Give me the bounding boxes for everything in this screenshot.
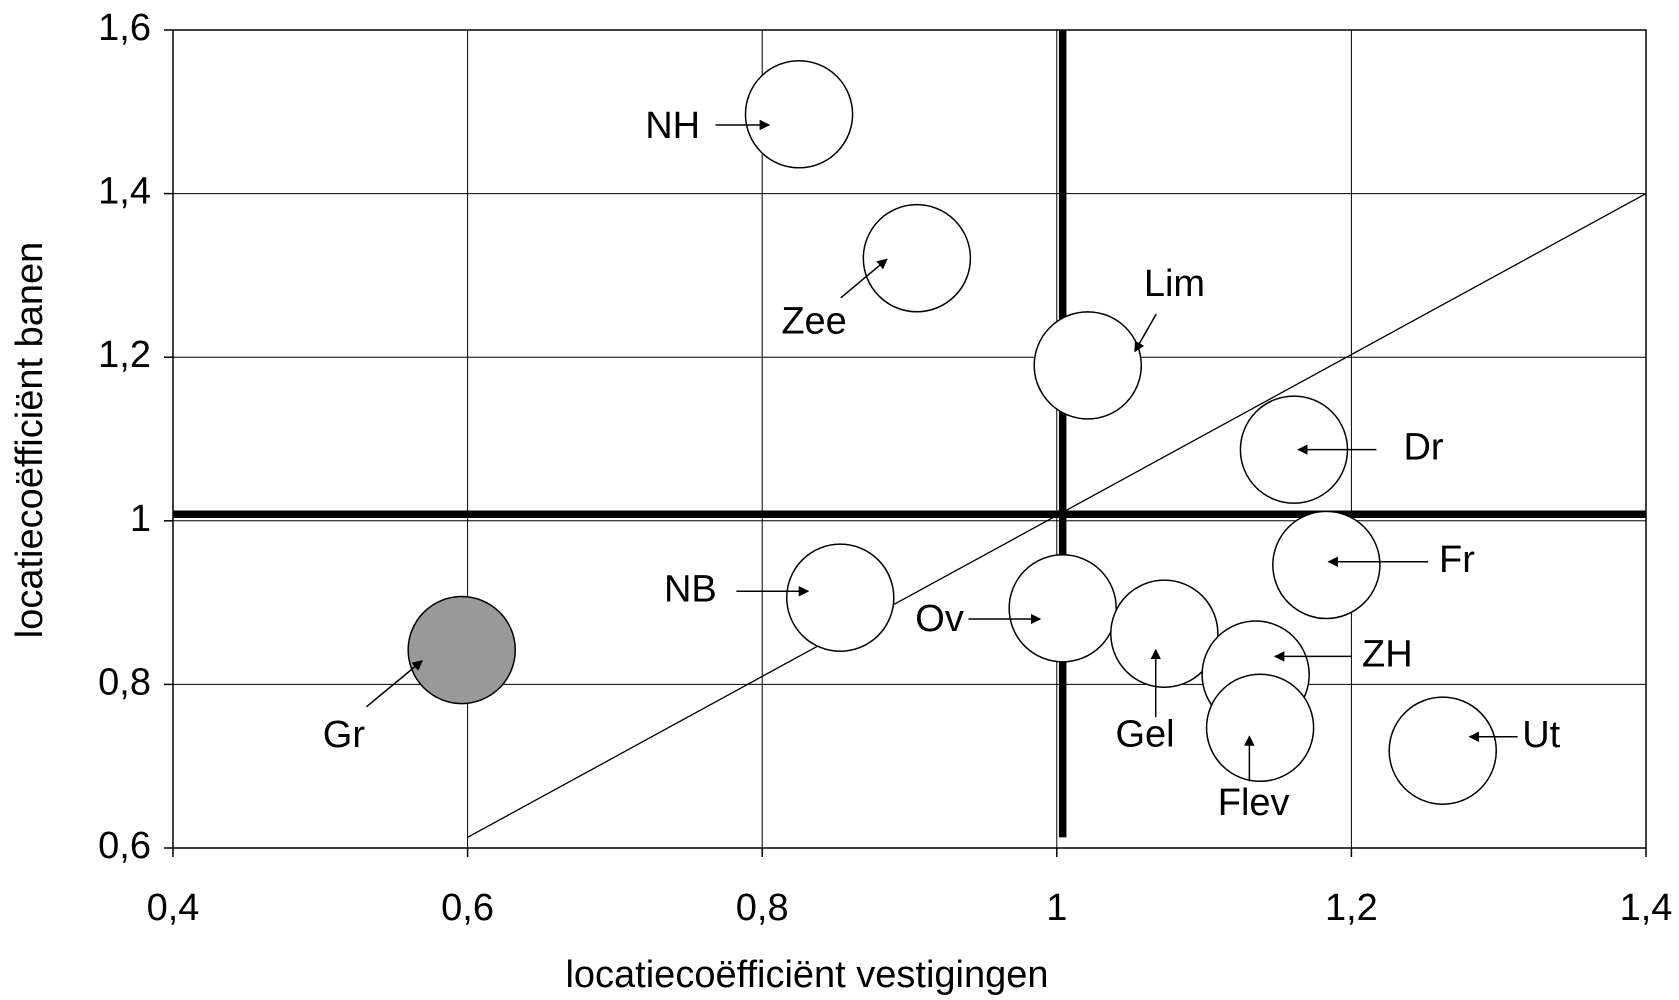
point-label: NB [664, 568, 717, 610]
point-label: Ut [1522, 714, 1560, 756]
bubble [862, 203, 972, 313]
point-label: Dr [1403, 427, 1443, 469]
bubble [1205, 673, 1315, 783]
point-label: Fr [1439, 539, 1475, 581]
y-tick-label: 1,6 [98, 7, 151, 49]
label-arrow [365, 660, 423, 708]
point-label: Gr [323, 714, 366, 756]
y-tick-label: 0,6 [98, 825, 151, 867]
bubble [1388, 696, 1498, 805]
y-axis-label: locatiecoëfficiënt banen [9, 242, 51, 638]
x-axis-label: locatiecoëfficiënt vestigingen [565, 954, 1048, 996]
x-tick-label: 0,8 [736, 887, 789, 929]
point-label: ZH [1362, 633, 1413, 675]
bubble [1110, 579, 1219, 688]
point-label: Flev [1218, 782, 1290, 824]
x-tick-label: 0,4 [147, 887, 200, 929]
point-label: Lim [1144, 263, 1205, 305]
plot-frame [172, 29, 1647, 849]
point-label: Ov [915, 598, 964, 640]
y-tick-label: 1 [130, 498, 151, 540]
x-tick-label: 1 [1046, 887, 1067, 929]
y-tick-label: 0,8 [98, 661, 151, 703]
x-tick-label: 1,4 [1620, 887, 1673, 929]
bubble [1272, 510, 1381, 620]
bubble [785, 543, 895, 652]
bubble [1033, 311, 1143, 420]
x-tick-label: 1,2 [1325, 887, 1378, 929]
bubble [407, 595, 516, 705]
label-arrow [1134, 313, 1157, 353]
point-label: NH [645, 105, 700, 147]
y-tick-label: 1,4 [98, 171, 151, 213]
bubble [1008, 554, 1117, 663]
point-label: Zee [781, 301, 846, 343]
y-tick-label: 1,2 [98, 334, 151, 376]
point-label: Gel [1115, 714, 1174, 756]
bubble [744, 59, 854, 169]
reference-line [467, 193, 1647, 838]
label-arrow [840, 258, 888, 299]
x-tick-label: 0,6 [441, 887, 494, 929]
